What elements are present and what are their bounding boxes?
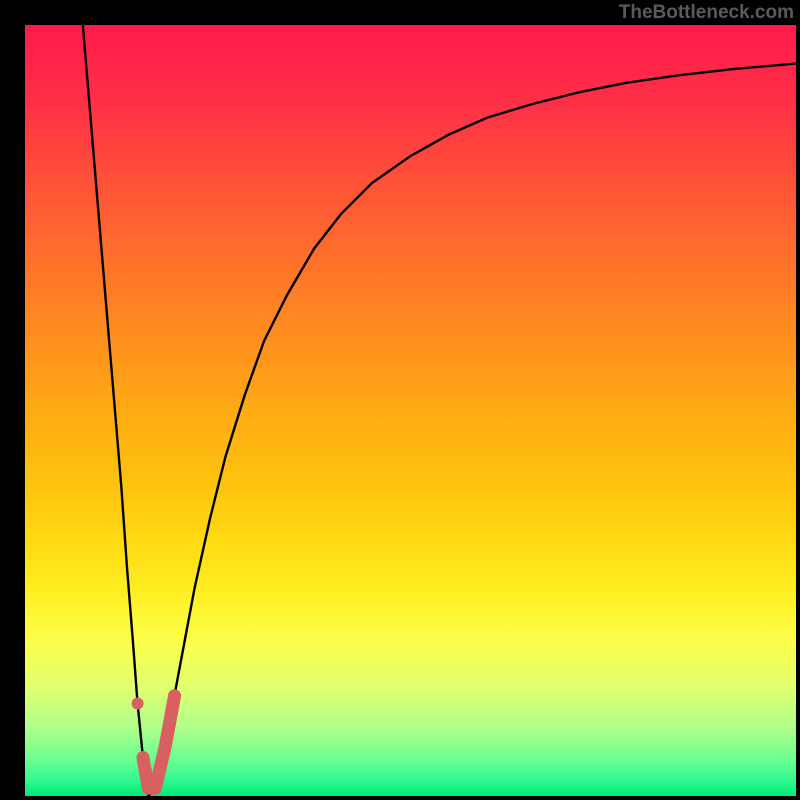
marker-dot-0: [132, 697, 144, 709]
marker-dot-1: [137, 751, 149, 763]
curve-layer: [25, 25, 796, 796]
left-curve: [83, 25, 149, 796]
plot-area: [25, 25, 796, 796]
right-curve: [148, 64, 796, 796]
watermark-label: TheBottleneck.com: [619, 2, 794, 24]
chart-container: TheBottleneck.com: [0, 0, 800, 800]
marker-notch: [143, 696, 175, 789]
